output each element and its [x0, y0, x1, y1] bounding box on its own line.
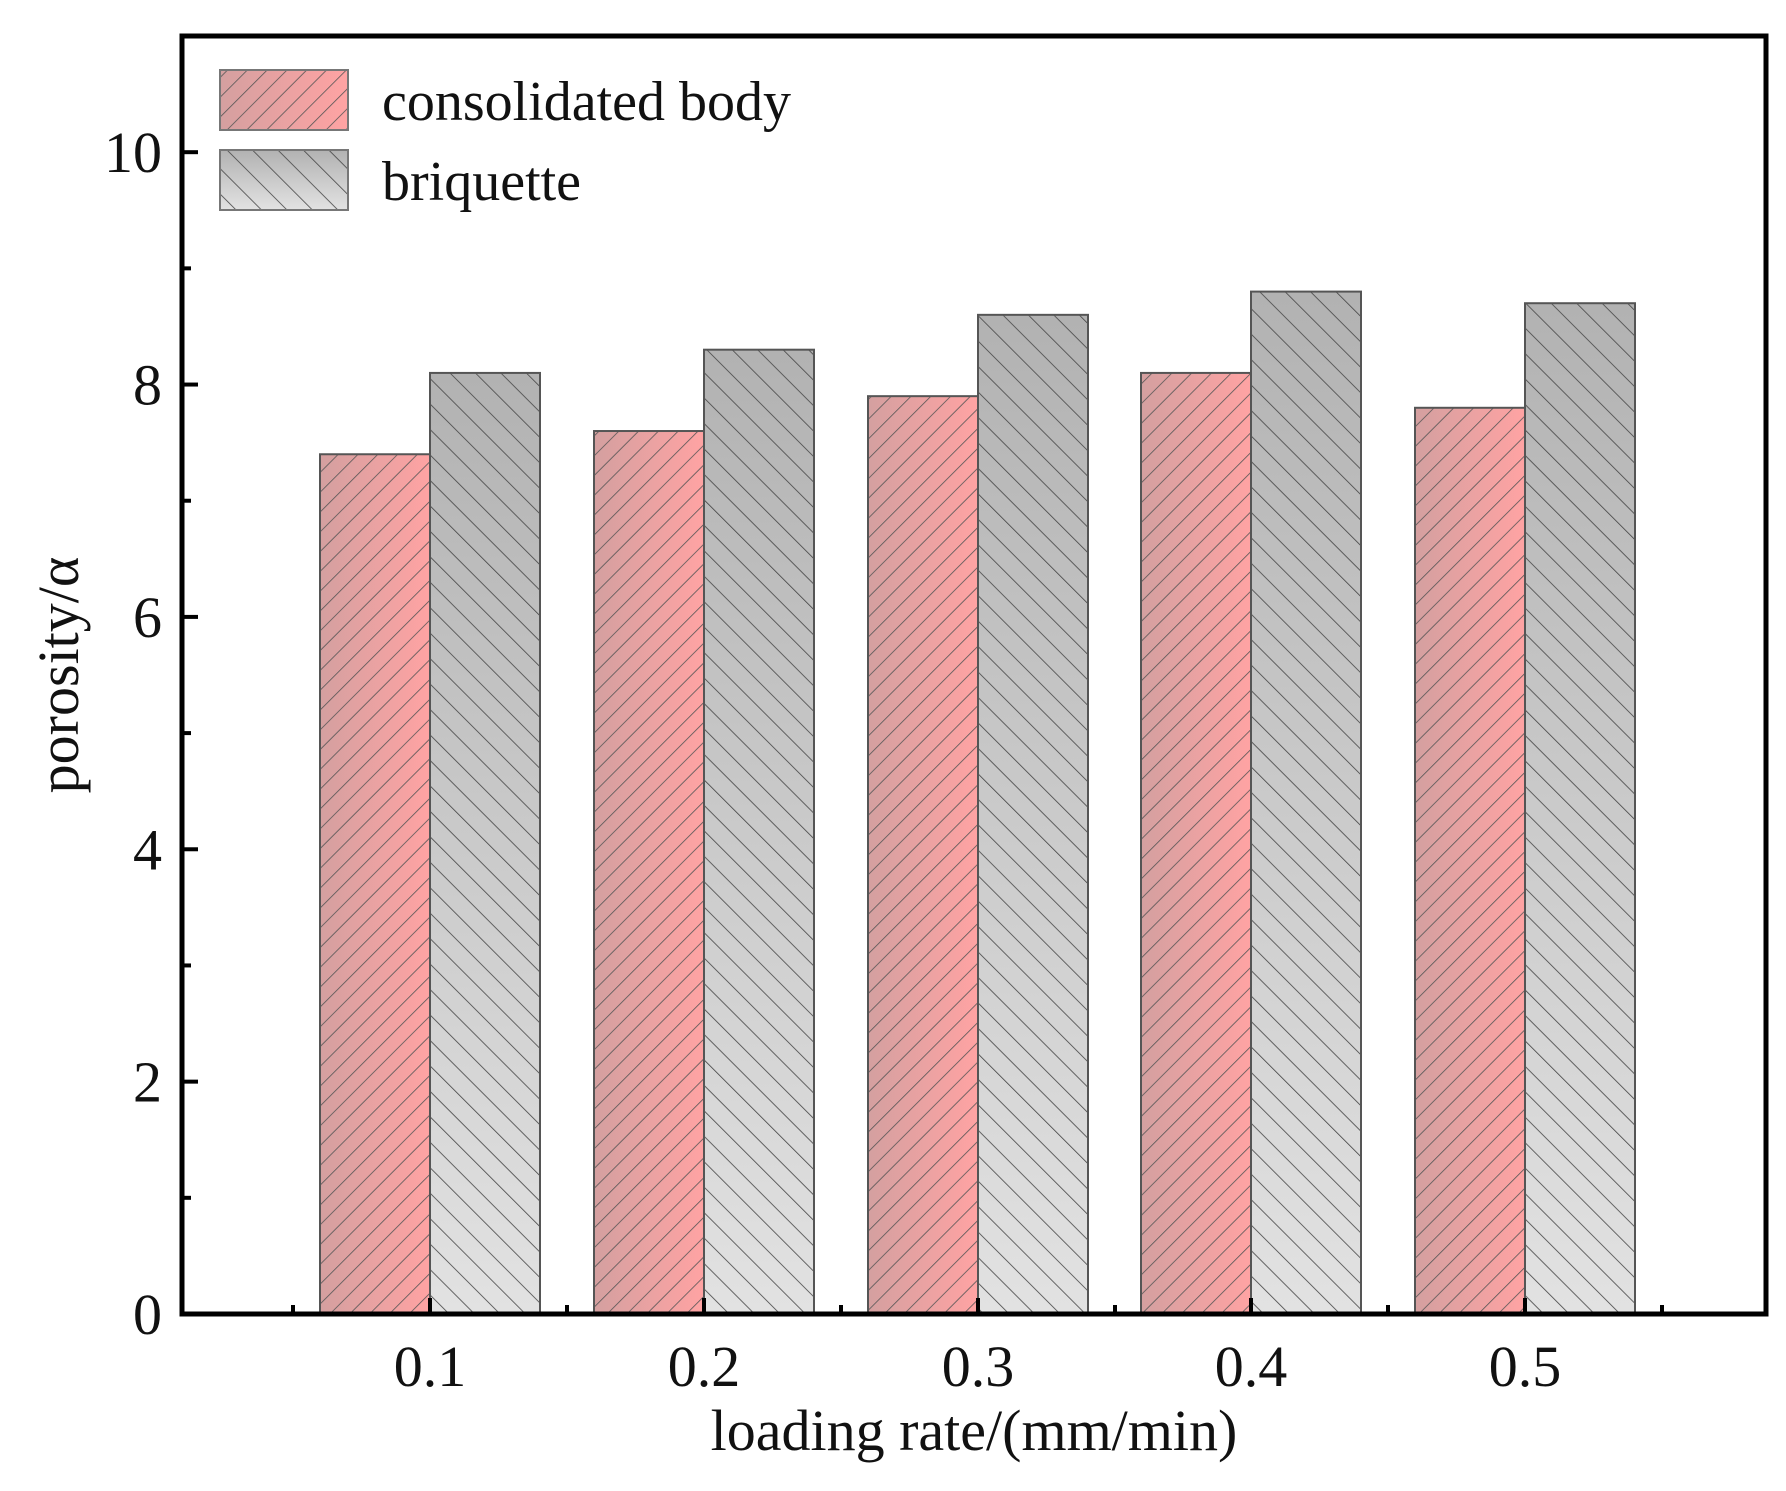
y-tick-label: 0: [133, 1282, 162, 1347]
y-tick-label: 8: [133, 353, 162, 418]
y-tick-label: 6: [133, 585, 162, 650]
bar-hatch-briquette-0.5: [1524, 302, 1636, 1315]
legend: consolidated body briquette: [219, 69, 791, 213]
bar-hatch-consolidated-body-0.5: [1414, 406, 1526, 1316]
bar-hatch-consolidated-body-0.2: [593, 430, 705, 1315]
x-axis-ticks: 0.1 0.2 0.3 0.4 0.5: [291, 1298, 1664, 1399]
bar-hatch-briquette-0.2: [703, 348, 815, 1315]
x-tick-label: 0.4: [1215, 1334, 1288, 1399]
bar-hatch-consolidated-body-0.4: [1140, 371, 1252, 1316]
y-axis-title: porosity/α: [26, 557, 91, 794]
x-axis-title: loading rate/(mm/min): [711, 1398, 1238, 1463]
legend-label-consolidated-body: consolidated body: [382, 71, 791, 133]
y-axis-ticks: 0 2 4 6 8 10: [104, 120, 198, 1347]
y-tick-label: 10: [104, 120, 162, 185]
bar-hatch-consolidated-body-0.1: [319, 453, 431, 1316]
bar-hatch-briquette-0.4: [1250, 290, 1362, 1316]
bar-hatch-briquette-0.1: [429, 371, 541, 1316]
bar-hatch-consolidated-body-0.3: [867, 395, 979, 1315]
x-tick-label: 0.5: [1489, 1334, 1562, 1399]
legend-item-consolidated-body: consolidated body: [219, 69, 791, 133]
legend-swatch-hatch-consolidated-body: [219, 69, 349, 131]
bars-layer: [319, 290, 1636, 1316]
legend-swatch-hatch-briquette: [219, 149, 349, 211]
bar-hatch-briquette-0.3: [977, 313, 1089, 1315]
y-tick-label: 4: [133, 817, 162, 882]
x-tick-label: 0.2: [668, 1334, 741, 1399]
y-tick-label: 2: [133, 1050, 162, 1115]
plot-frame: [179, 33, 1769, 1317]
x-tick-label: 0.3: [942, 1334, 1015, 1399]
legend-label-briquette: briquette: [382, 151, 581, 213]
legend-item-briquette: briquette: [219, 149, 581, 213]
x-tick-label: 0.1: [394, 1334, 467, 1399]
